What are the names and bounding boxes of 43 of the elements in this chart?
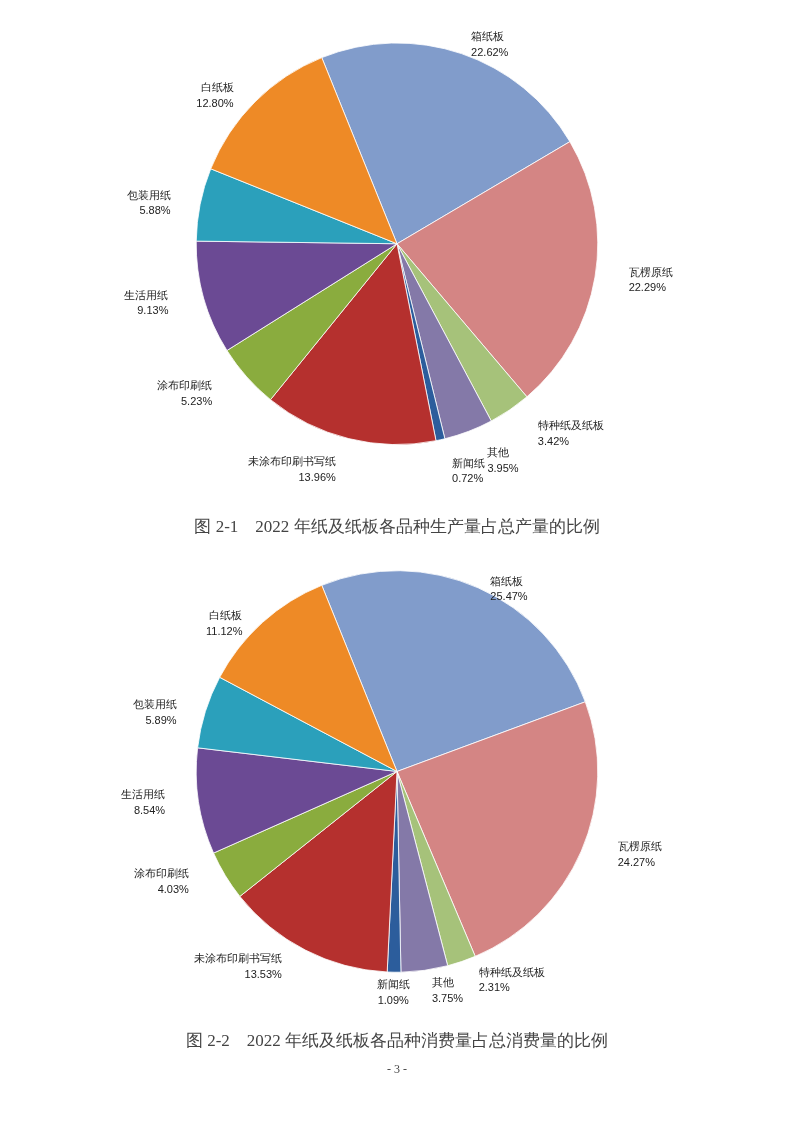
- slice-label: 瓦楞原纸: [628, 265, 673, 278]
- slice-label: 包装用纸: [126, 188, 171, 201]
- text: - 3 -: [387, 1061, 407, 1076]
- slice-label: 新闻纸: [376, 978, 410, 991]
- data-label: 24.27%: [617, 855, 656, 868]
- slice-label: 其他: [487, 446, 510, 459]
- data-label: 3.95%: [487, 461, 519, 474]
- data-label: 22.62%: [471, 45, 509, 58]
- data-label: 9.13%: [137, 304, 169, 317]
- data-label: 3.42%: [537, 435, 570, 447]
- slice-label: 未涂布印刷书写纸: [193, 952, 282, 965]
- slice-label: 包装用纸: [132, 698, 177, 710]
- text: 图 2-1 2022 年纸及纸板各品种生产量占总产量的比例: [194, 516, 600, 536]
- data-label: 5.89%: [145, 713, 177, 726]
- data-label: 22.29%: [628, 281, 667, 294]
- data-label: 13.96%: [298, 470, 337, 483]
- slice-label: 涂布印刷纸: [157, 379, 213, 392]
- data-label: 13.53%: [244, 967, 283, 980]
- data-label: 4.03%: [157, 882, 190, 895]
- slice-label: 生活用纸: [121, 788, 166, 801]
- data-label: 0.72%: [452, 472, 484, 485]
- slice-label: 其他: [431, 976, 454, 989]
- data-label: 1.09%: [377, 993, 410, 1006]
- data-label: 8.54%: [133, 803, 166, 816]
- slice-label: 涂布印刷纸: [133, 866, 189, 879]
- slice-label: 未涂布印刷书写纸: [247, 455, 336, 468]
- data-label: 5.88%: [139, 204, 171, 217]
- data-label: 5.23%: [181, 394, 213, 407]
- data-label: 2.31%: [478, 981, 511, 994]
- text: 图 2-2 2022 年纸及纸板各品种消费量占总消费量的比例: [185, 1030, 609, 1050]
- slice-label: 瓦楞原纸: [617, 840, 662, 853]
- slice-label: 特种纸及纸板: [478, 965, 545, 978]
- slice-label: 新闻纸: [452, 456, 486, 469]
- data-label: 3.75%: [431, 991, 464, 1004]
- slice-label: 箱纸板: [471, 30, 505, 43]
- slice-label: 生活用纸: [124, 288, 169, 301]
- data-label: 12.80%: [196, 96, 234, 109]
- slice-label: 白纸板: [200, 81, 234, 94]
- slice-label: 白纸板: [209, 609, 243, 622]
- data-label: 25.47%: [490, 590, 528, 603]
- slice-label: 箱纸板: [490, 574, 524, 587]
- data-label: 11.12%: [205, 624, 243, 637]
- slice-label: 特种纸及纸板: [537, 419, 604, 432]
